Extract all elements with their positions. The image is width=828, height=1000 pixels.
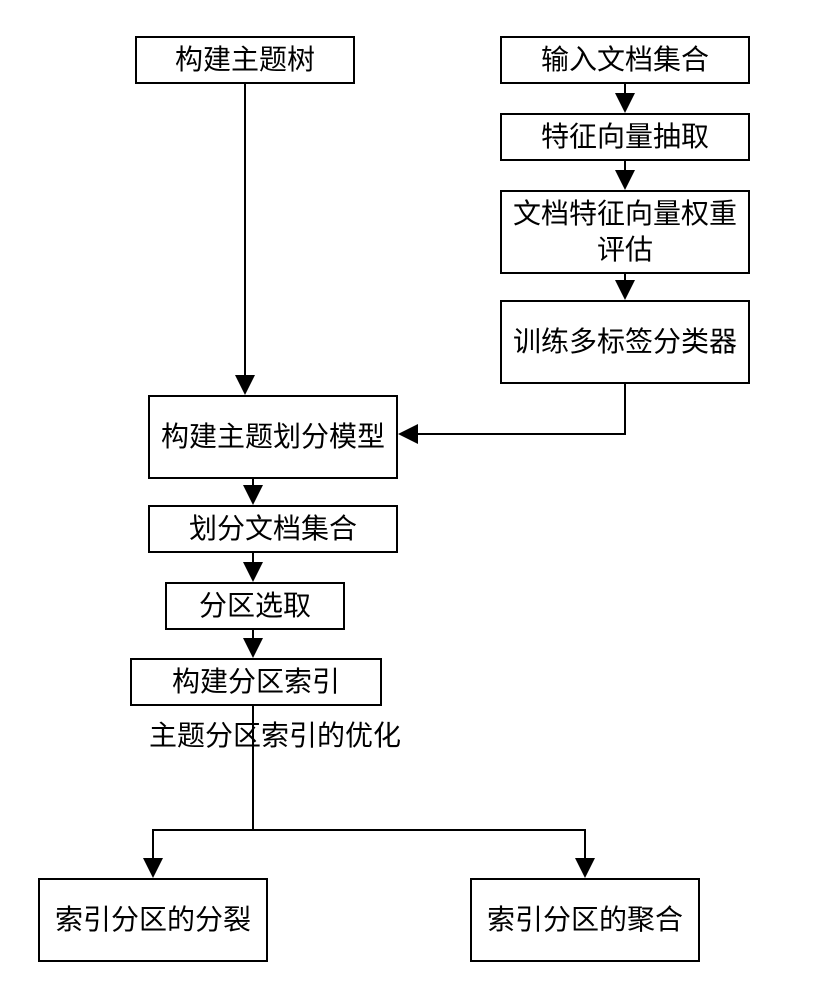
- node-input-doc-set: 输入文档集合: [500, 36, 750, 84]
- node-label: 构建主题树: [175, 42, 315, 78]
- node-label: 输入文档集合: [541, 42, 709, 78]
- node-label: 索引分区的分裂: [55, 902, 251, 938]
- node-select-partition: 分区选取: [165, 582, 345, 630]
- node-split-index: 索引分区的分裂: [38, 878, 268, 962]
- label-text: 主题分区索引的优化: [149, 720, 401, 751]
- node-doc-feature-weight: 文档特征向量权重评估: [500, 190, 750, 274]
- node-label: 划分文档集合: [189, 511, 357, 547]
- node-train-classifier: 训练多标签分类器: [500, 300, 750, 384]
- node-merge-index: 索引分区的聚合: [470, 878, 700, 962]
- node-label: 文档特征向量权重评估: [510, 196, 740, 269]
- node-label: 训练多标签分类器: [513, 324, 737, 360]
- node-build-topic-tree: 构建主题树: [135, 36, 355, 84]
- node-label: 构建分区索引: [172, 664, 340, 700]
- label-optimize: 主题分区索引的优化: [145, 717, 405, 755]
- node-label: 特征向量抽取: [541, 119, 709, 155]
- node-label: 分区选取: [199, 588, 311, 624]
- node-partition-doc-set: 划分文档集合: [148, 505, 398, 553]
- node-build-partition-index: 构建分区索引: [130, 658, 382, 706]
- node-feature-extract: 特征向量抽取: [500, 113, 750, 161]
- node-label: 构建主题划分模型: [161, 419, 385, 455]
- node-label: 索引分区的聚合: [487, 902, 683, 938]
- node-build-partition-model: 构建主题划分模型: [148, 395, 398, 479]
